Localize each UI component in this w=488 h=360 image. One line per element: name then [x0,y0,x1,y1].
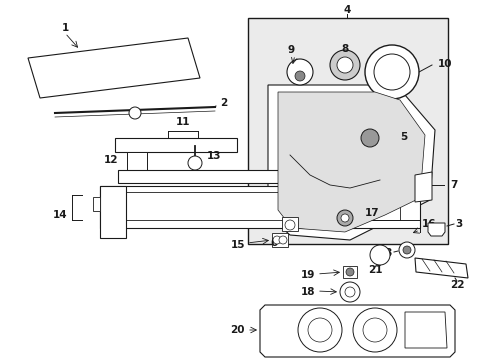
Text: 22: 22 [449,280,464,290]
Circle shape [294,71,305,81]
Circle shape [360,129,378,147]
Text: 15: 15 [230,240,244,250]
Text: 17: 17 [364,208,379,218]
Text: 9: 9 [287,45,294,55]
Bar [247,18,447,244]
Circle shape [272,236,281,244]
Bar [100,186,419,228]
Bar [100,186,126,238]
Ellipse shape [312,316,382,344]
Bar [120,192,399,220]
Text: 11: 11 [175,117,190,127]
Circle shape [340,214,348,222]
Bar [271,233,287,247]
Polygon shape [278,92,424,232]
Text: 13: 13 [206,151,221,161]
Text: 1: 1 [61,23,68,33]
Bar [282,217,297,231]
Circle shape [336,210,352,226]
Polygon shape [404,312,446,348]
Text: 3: 3 [454,219,461,229]
Circle shape [373,54,409,90]
Text: 10: 10 [437,59,451,69]
Circle shape [279,236,286,244]
Bar [115,138,237,152]
Text: 19: 19 [300,270,314,280]
Circle shape [352,308,396,352]
Text: 4: 4 [343,5,350,15]
Polygon shape [267,85,434,240]
Bar [342,266,356,278]
Bar [118,170,299,183]
Polygon shape [260,305,454,357]
Circle shape [339,282,359,302]
Circle shape [364,45,418,99]
Circle shape [362,318,386,342]
Text: 6: 6 [269,238,277,248]
Text: 12: 12 [103,155,118,165]
Text: 14: 14 [52,210,67,220]
Bar [127,152,147,170]
Polygon shape [28,38,200,98]
Text: 16: 16 [421,219,436,229]
Circle shape [398,242,414,258]
Circle shape [297,308,341,352]
Text: 5: 5 [399,132,407,142]
Circle shape [285,220,294,230]
Text: 18: 18 [300,287,314,297]
Circle shape [286,59,312,85]
Polygon shape [414,172,431,202]
Text: 20: 20 [230,325,244,335]
Circle shape [336,57,352,73]
Polygon shape [414,258,467,278]
Text: 8: 8 [341,44,348,54]
Circle shape [402,246,410,254]
Text: 7: 7 [449,180,456,190]
Circle shape [129,107,141,119]
Polygon shape [427,223,444,236]
Circle shape [346,268,353,276]
Text: 2: 2 [220,98,227,108]
Circle shape [329,50,359,80]
Circle shape [187,156,202,170]
Text: 21: 21 [367,265,382,275]
Text: 23: 23 [378,248,392,258]
Circle shape [345,287,354,297]
Bar [93,197,100,211]
Circle shape [307,318,331,342]
Circle shape [369,245,389,265]
